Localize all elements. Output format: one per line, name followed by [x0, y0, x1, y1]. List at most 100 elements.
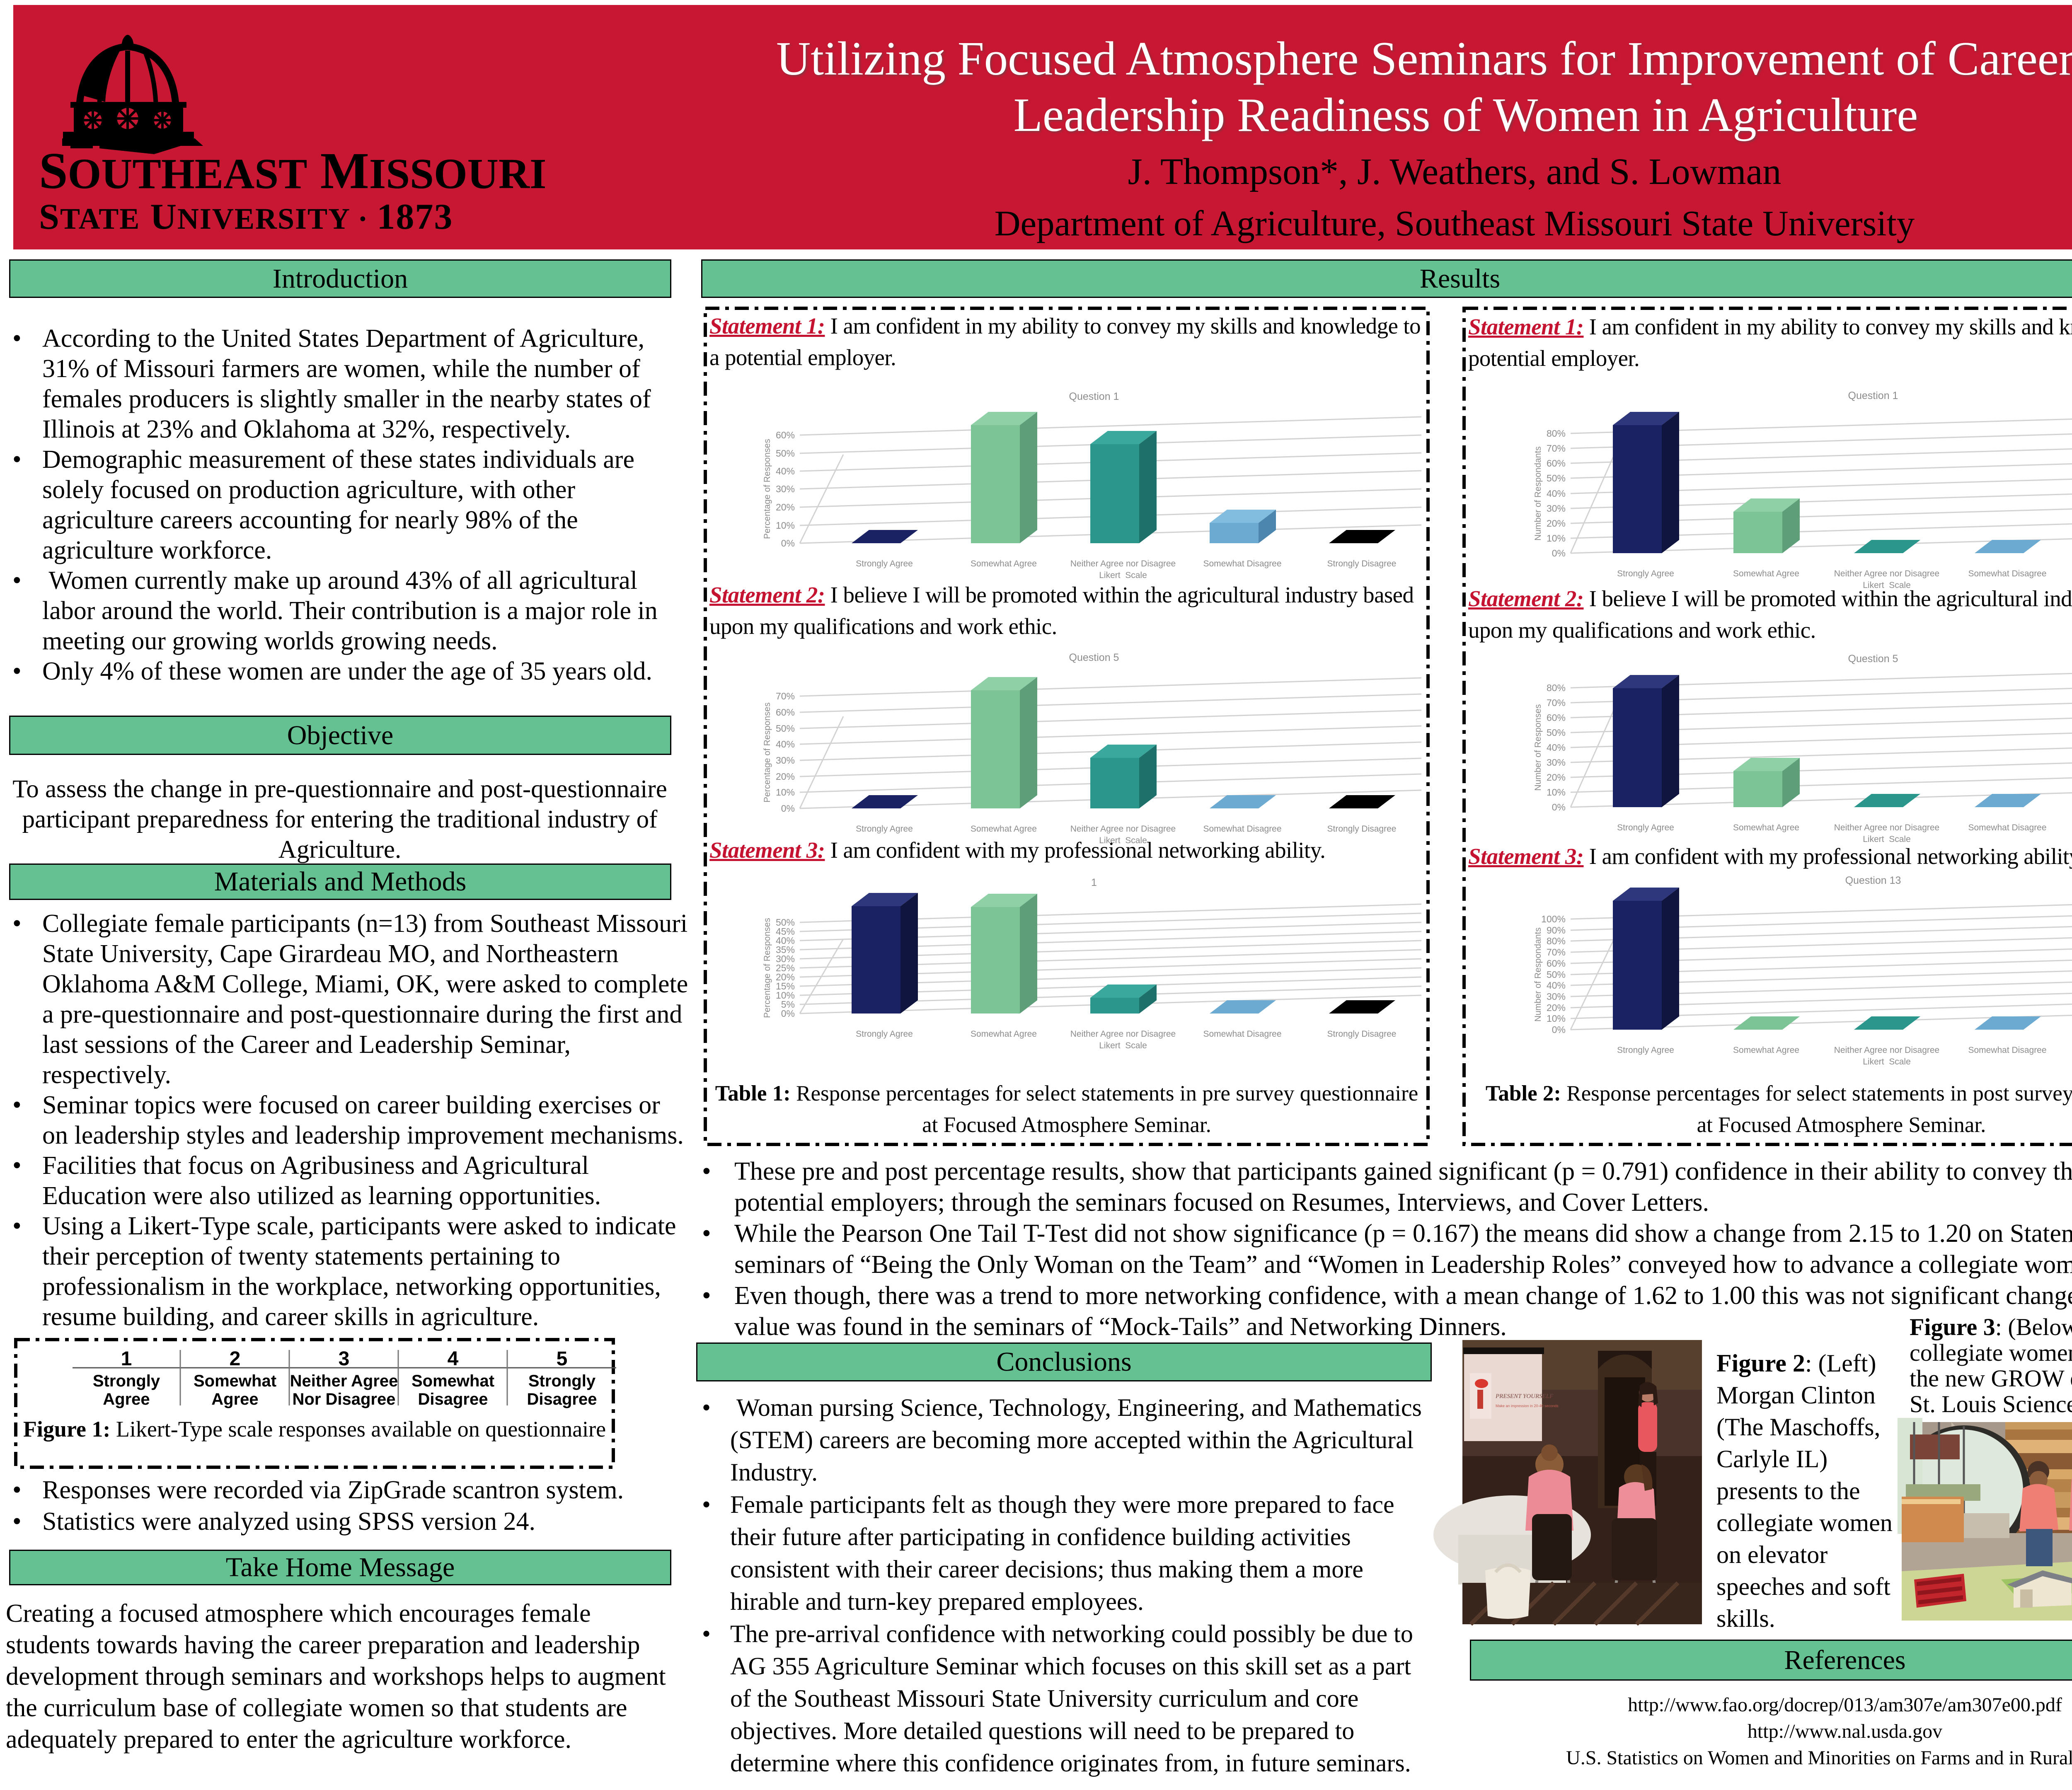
svg-text:Question 5: Question 5	[1069, 652, 1119, 663]
svg-text:Strongly Disagree: Strongly Disagree	[1327, 1029, 1397, 1039]
svg-text:Likert Scale: Likert Scale	[1099, 1041, 1147, 1050]
svg-text:Somewhat Disagree: Somewhat Disagree	[1968, 823, 2046, 832]
svg-text:0%: 0%	[1552, 1024, 1566, 1035]
svg-text:70%: 70%	[1547, 697, 1566, 708]
svg-text:Percentage of Responses: Percentage of Responses	[762, 439, 772, 539]
svg-text:Likert Scale: Likert Scale	[1099, 836, 1147, 845]
svg-text:Somewhat Agree: Somewhat Agree	[971, 559, 1037, 568]
svg-text:70%: 70%	[1547, 947, 1566, 958]
svg-text:30%: 30%	[1547, 503, 1566, 514]
svg-text:Question 13: Question 13	[1845, 875, 1901, 886]
svg-text:10%: 10%	[1547, 1013, 1566, 1024]
svg-text:Neither Agree nor Disagree: Neither Agree nor Disagree	[1070, 559, 1176, 568]
svg-text:Percentage of Responses: Percentage of Responses	[762, 702, 772, 803]
svg-text:50%: 50%	[776, 448, 795, 459]
svg-text:Question 5: Question 5	[1848, 653, 1898, 665]
svg-text:80%: 80%	[1547, 428, 1566, 439]
svg-text:20%: 20%	[1547, 772, 1566, 783]
svg-text:Strongly Agree: Strongly Agree	[1617, 823, 1674, 832]
svg-text:80%: 80%	[1547, 682, 1566, 693]
svg-text:5%: 5%	[781, 999, 795, 1010]
svg-text:90%: 90%	[1547, 925, 1566, 936]
svg-text:40%: 40%	[1547, 488, 1566, 499]
svg-text:40%: 40%	[1547, 742, 1566, 753]
svg-text:Somewhat Disagree: Somewhat Disagree	[1968, 1045, 2046, 1055]
svg-text:Likert Scale: Likert Scale	[1099, 571, 1147, 580]
svg-text:20%: 20%	[776, 972, 795, 982]
svg-text:Somewhat Disagree: Somewhat Disagree	[1203, 824, 1281, 834]
svg-text:0%: 0%	[781, 1008, 795, 1019]
svg-text:Strongly Agree: Strongly Agree	[856, 559, 913, 568]
svg-text:10%: 10%	[776, 520, 795, 531]
svg-text:40%: 40%	[776, 935, 795, 946]
svg-text:50%: 50%	[776, 917, 795, 928]
svg-text:Neither Agree nor Disagree: Neither Agree nor Disagree	[1834, 1045, 1939, 1055]
svg-text:Strongly Agree: Strongly Agree	[1617, 1045, 1674, 1055]
svg-text:10%: 10%	[776, 787, 795, 798]
svg-text:Strongly Agree: Strongly Agree	[856, 1029, 913, 1039]
svg-text:Make an impression in 20-40 se: Make an impression in 20-40 seconds	[1496, 1404, 1559, 1408]
svg-text:Somewhat Agree: Somewhat Agree	[1733, 569, 1799, 578]
svg-text:Somewhat Agree: Somewhat Agree	[971, 824, 1037, 834]
svg-text:0%: 0%	[781, 803, 795, 814]
svg-text:10%: 10%	[1547, 787, 1566, 798]
svg-text:70%: 70%	[1547, 443, 1566, 454]
svg-text:80%: 80%	[1547, 936, 1566, 946]
svg-text:Likert Scale: Likert Scale	[1863, 581, 1911, 590]
svg-text:Neither Agree nor Disagree: Neither Agree nor Disagree	[1070, 1029, 1176, 1039]
svg-text:0%: 0%	[1552, 802, 1566, 813]
svg-text:0%: 0%	[781, 538, 795, 549]
svg-text:Somewhat Agree: Somewhat Agree	[971, 1029, 1037, 1039]
svg-text:Strongly Disagree: Strongly Disagree	[1327, 824, 1397, 834]
svg-text:Somewhat Disagree: Somewhat Disagree	[1203, 1029, 1281, 1039]
svg-text:Number of Respondants: Number of Respondants	[1533, 446, 1543, 541]
svg-text:Neither Agree nor Disagree: Neither Agree nor Disagree	[1070, 824, 1176, 834]
svg-text:100%: 100%	[1541, 914, 1566, 924]
svg-text:Number of Responses: Number of Responses	[1533, 704, 1543, 791]
svg-text:Neither Agree nor Disagree: Neither Agree nor Disagree	[1834, 823, 1939, 832]
svg-text:Strongly Agree: Strongly Agree	[856, 824, 913, 834]
svg-text:Question 1: Question 1	[1069, 391, 1119, 402]
svg-text:50%: 50%	[1547, 473, 1566, 484]
svg-text:Number of Respondants: Number of Respondants	[1533, 927, 1543, 1022]
svg-text:10%: 10%	[776, 990, 795, 1001]
svg-text:Percentage of Responses: Percentage of Responses	[762, 918, 772, 1018]
svg-text:40%: 40%	[776, 466, 795, 477]
svg-text:Strongly Disagree: Strongly Disagree	[1327, 559, 1397, 568]
svg-text:60%: 60%	[776, 707, 795, 718]
svg-text:25%: 25%	[776, 963, 795, 973]
svg-text:Somewhat Disagree: Somewhat Disagree	[1203, 559, 1281, 568]
svg-text:Question 1: Question 1	[1848, 390, 1898, 402]
svg-text:30%: 30%	[1547, 991, 1566, 1002]
svg-text:20%: 20%	[1547, 518, 1566, 529]
svg-text:20%: 20%	[776, 502, 795, 513]
svg-text:40%: 40%	[1547, 980, 1566, 991]
svg-text:Somewhat Disagree: Somewhat Disagree	[1968, 569, 2046, 578]
svg-text:30%: 30%	[1547, 757, 1566, 768]
svg-text:30%: 30%	[776, 484, 795, 494]
svg-text:60%: 60%	[1547, 712, 1566, 723]
svg-text:60%: 60%	[776, 430, 795, 440]
svg-text:35%: 35%	[776, 944, 795, 955]
svg-text:50%: 50%	[1547, 727, 1566, 738]
svg-text:Somewhat Agree: Somewhat Agree	[1733, 823, 1799, 832]
svg-text:50%: 50%	[776, 723, 795, 734]
svg-text:50%: 50%	[1547, 969, 1566, 980]
svg-text:70%: 70%	[776, 691, 795, 701]
svg-text:45%: 45%	[776, 926, 795, 937]
svg-text:Strongly Agree: Strongly Agree	[1617, 569, 1674, 578]
svg-text:Somewhat Agree: Somewhat Agree	[1733, 1045, 1799, 1055]
svg-text:20%: 20%	[776, 771, 795, 782]
svg-text:30%: 30%	[776, 755, 795, 766]
svg-text:PRESENT YOURSELF: PRESENT YOURSELF	[1495, 1393, 1554, 1400]
svg-text:0%: 0%	[1552, 548, 1566, 559]
svg-text:Neither Agree nor Disagree: Neither Agree nor Disagree	[1834, 569, 1939, 578]
svg-text:10%: 10%	[1547, 533, 1566, 544]
svg-text:15%: 15%	[776, 981, 795, 992]
svg-text:20%: 20%	[1547, 1002, 1566, 1013]
svg-text:40%: 40%	[776, 739, 795, 750]
svg-text:30%: 30%	[776, 953, 795, 964]
svg-text:Likert Scale: Likert Scale	[1863, 835, 1911, 844]
svg-text:Likert Scale: Likert Scale	[1863, 1057, 1911, 1067]
svg-text:60%: 60%	[1547, 958, 1566, 969]
